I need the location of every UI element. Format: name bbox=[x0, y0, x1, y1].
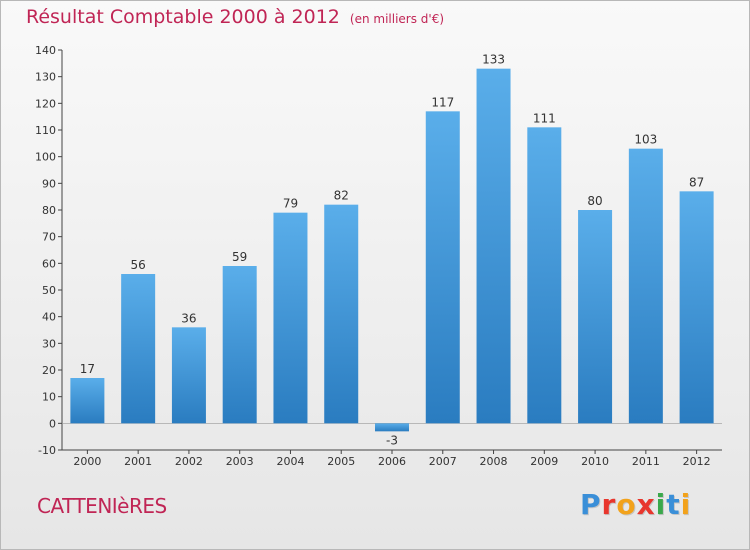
y-tick-label: 40 bbox=[42, 311, 56, 324]
bar bbox=[324, 204, 359, 424]
y-tick-label: 130 bbox=[35, 71, 56, 84]
y-tick-label: 0 bbox=[49, 417, 56, 430]
data-label: 87 bbox=[689, 175, 704, 189]
y-tick-label: 20 bbox=[42, 364, 56, 377]
bar bbox=[121, 274, 156, 424]
data-label: 103 bbox=[634, 133, 657, 147]
data-label: 80 bbox=[587, 194, 602, 208]
bar bbox=[628, 148, 663, 424]
proxiti-logo: Proxiti bbox=[580, 488, 691, 521]
data-label: 82 bbox=[334, 189, 349, 203]
bars bbox=[70, 68, 714, 432]
bar bbox=[679, 191, 714, 424]
bar bbox=[70, 378, 105, 424]
x-tick-label: 2007 bbox=[429, 455, 457, 468]
brand-letter: r bbox=[601, 488, 617, 521]
x-tick-label: 2005 bbox=[327, 455, 355, 468]
y-tick-label: 10 bbox=[42, 391, 56, 404]
x-tick-label: 2012 bbox=[683, 455, 711, 468]
data-label: 133 bbox=[482, 53, 505, 67]
brand-letter: i bbox=[680, 488, 692, 521]
x-tick-label: 2003 bbox=[226, 455, 254, 468]
brand-letter: t bbox=[666, 488, 681, 521]
x-tick-label: 2004 bbox=[276, 455, 304, 468]
value-labels: 17 56 36 59 79 82 -3 117 133 111 80 103 87 bbox=[80, 53, 705, 448]
data-label: 111 bbox=[533, 111, 556, 125]
data-label: 79 bbox=[283, 197, 298, 211]
x-tick-label: 2001 bbox=[124, 455, 152, 468]
data-label: 17 bbox=[80, 362, 95, 376]
data-label: 36 bbox=[181, 311, 196, 325]
chart-title: Résultat Comptable 2000 à 2012 (en millie… bbox=[26, 6, 444, 28]
data-label: 59 bbox=[232, 250, 247, 264]
y-tick-label: 120 bbox=[35, 97, 56, 110]
y-tick-label: 100 bbox=[35, 151, 56, 164]
bar bbox=[476, 68, 511, 424]
bar bbox=[527, 127, 562, 424]
x-tick-label: 2008 bbox=[480, 455, 508, 468]
brand-letter: o bbox=[616, 488, 637, 521]
x-tick-label: 2011 bbox=[632, 455, 660, 468]
bar bbox=[425, 111, 460, 424]
y-tick-label: 110 bbox=[35, 124, 56, 137]
y-tick-label: 140 bbox=[35, 44, 56, 57]
x-tick-label: 2009 bbox=[530, 455, 558, 468]
y-tick-label: 30 bbox=[42, 337, 56, 350]
brand-letter: P bbox=[580, 488, 602, 521]
bar bbox=[375, 423, 409, 432]
commune-name: CATTENIèRES bbox=[37, 494, 167, 518]
data-label: 56 bbox=[131, 258, 146, 272]
x-tick-label: 2002 bbox=[175, 455, 203, 468]
y-tick-label: 80 bbox=[42, 204, 56, 217]
x-tick-label: 2000 bbox=[73, 455, 101, 468]
x-tick-label: 2010 bbox=[581, 455, 609, 468]
brand-letter: i bbox=[655, 488, 667, 521]
bar bbox=[273, 212, 308, 424]
data-label: 117 bbox=[431, 95, 454, 109]
bar bbox=[578, 210, 613, 424]
y-tick-label: 50 bbox=[42, 284, 56, 297]
y-tick-label: 60 bbox=[42, 257, 56, 270]
x-tick-label: 2006 bbox=[378, 455, 406, 468]
bar bbox=[222, 266, 257, 424]
brand-letter: x bbox=[636, 488, 656, 521]
y-tick-label: -10 bbox=[38, 444, 56, 457]
bar bbox=[171, 327, 206, 424]
y-tick-label: 90 bbox=[42, 177, 56, 190]
chart-unit: (en milliers d'€) bbox=[349, 12, 445, 26]
data-label: -3 bbox=[386, 433, 398, 447]
y-tick-label: 70 bbox=[42, 231, 56, 244]
chart-title-text: Résultat Comptable 2000 à 2012 bbox=[26, 6, 340, 28]
